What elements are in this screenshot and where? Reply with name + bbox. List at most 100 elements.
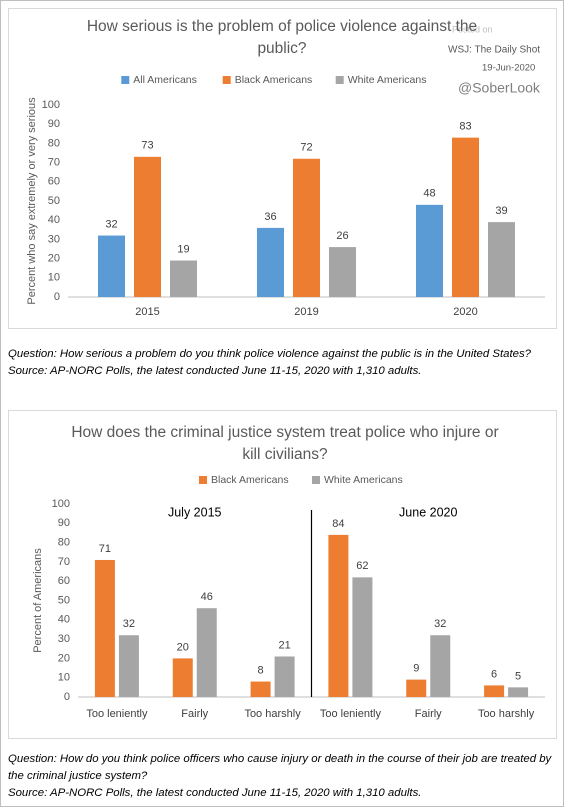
bar	[484, 685, 505, 697]
y-tick-label: 50	[58, 594, 70, 606]
data-label: 20	[177, 641, 189, 653]
bar	[118, 635, 139, 697]
y-tick-label: 80	[58, 537, 70, 549]
legend-label: All Americans	[133, 74, 197, 86]
y-tick-label: 0	[64, 691, 70, 703]
y-tick-label: 60	[58, 575, 70, 587]
bar	[508, 687, 529, 697]
x-tick-label: Too harshly	[478, 708, 535, 720]
data-label: 32	[434, 618, 446, 630]
legend-label: White Americans	[348, 74, 427, 86]
chart-title: How does the criminal justice system tre…	[71, 424, 499, 463]
data-label: 26	[336, 230, 348, 242]
x-tick-label: 2020	[453, 306, 477, 318]
y-tick-label: 40	[58, 614, 70, 626]
y-tick-label: 20	[58, 652, 70, 664]
annotation: @SoberLook	[458, 80, 541, 96]
y-tick-label: 90	[58, 517, 70, 529]
legend-swatch	[199, 476, 207, 484]
legend-label: White Americans	[324, 474, 403, 486]
data-label: 9	[413, 663, 419, 675]
x-tick-label: Too leniently	[320, 708, 382, 720]
chart-frame	[8, 410, 557, 739]
bar	[416, 204, 443, 297]
data-label: 32	[105, 218, 117, 230]
bar	[352, 577, 373, 697]
legend-swatch	[335, 76, 344, 84]
data-label: 39	[495, 205, 507, 217]
legend-label: Black Americans	[235, 74, 313, 86]
y-tick-label: 100	[52, 498, 70, 510]
bar	[452, 137, 479, 297]
legend-swatch	[222, 76, 231, 84]
y-tick-label: 50	[48, 195, 60, 207]
x-tick-label: Too leniently	[86, 708, 148, 720]
chart-title: How serious is the problem of police vio…	[86, 18, 478, 57]
panel-label: July 2015	[168, 505, 222, 519]
bar	[196, 608, 217, 697]
y-tick-label: 100	[42, 99, 60, 111]
y-tick-label: 40	[48, 214, 60, 226]
y-tick-label: 10	[58, 672, 70, 684]
legend-label: Black Americans	[211, 474, 289, 486]
y-tick-label: 30	[58, 633, 70, 645]
panel-label: June 2020	[399, 505, 457, 519]
y-tick-label: 0	[54, 291, 60, 303]
bar	[134, 156, 161, 297]
data-label: 8	[258, 664, 264, 676]
bar	[274, 656, 295, 697]
data-label: 36	[264, 211, 276, 223]
note: Question: How serious a problem do you t…	[8, 348, 532, 360]
data-label: 83	[459, 121, 471, 133]
bar	[328, 534, 349, 697]
x-tick-label: 2015	[135, 306, 159, 318]
note: Source: AP-NORC Polls, the latest conduc…	[8, 365, 422, 377]
bar	[170, 260, 197, 297]
data-label: 46	[201, 591, 213, 603]
bar	[430, 635, 451, 697]
y-axis-label: Percent of Americans	[32, 548, 44, 653]
annotation: WSJ: The Daily Shot	[448, 45, 540, 56]
chart-frame	[8, 8, 557, 329]
y-tick-label: 90	[48, 118, 60, 130]
bar	[329, 247, 356, 297]
y-tick-label: 60	[48, 176, 60, 188]
bar	[94, 559, 115, 697]
y-tick-label: 20	[48, 253, 60, 265]
data-label: 71	[99, 543, 111, 555]
data-label: 72	[300, 142, 312, 154]
x-tick-label: Fairly	[415, 708, 442, 720]
data-label: 62	[356, 560, 368, 572]
data-label: 19	[177, 243, 189, 255]
bar	[172, 658, 193, 697]
data-label: 48	[423, 188, 435, 200]
y-tick-label: 70	[48, 157, 60, 169]
data-label: 21	[278, 639, 290, 651]
y-tick-label: 70	[58, 556, 70, 568]
bar	[250, 681, 271, 697]
y-axis-label: Percent who say extremely or very seriou…	[26, 97, 38, 305]
bar	[98, 235, 125, 297]
y-tick-label: 80	[48, 137, 60, 149]
note: Question: How do you think police office…	[8, 753, 552, 782]
data-label: 6	[491, 668, 497, 680]
data-label: 5	[515, 670, 521, 682]
note: Source: AP-NORC Polls, the latest conduc…	[8, 787, 422, 799]
bar	[406, 679, 427, 697]
x-tick-label: Fairly	[181, 708, 208, 720]
legend-swatch	[312, 476, 320, 484]
data-label: 73	[141, 140, 153, 152]
x-tick-label: 2019	[294, 306, 318, 318]
bar	[257, 227, 284, 297]
y-tick-label: 30	[48, 233, 60, 245]
bar	[488, 222, 515, 297]
data-label: 84	[332, 518, 344, 530]
bar	[293, 158, 320, 297]
annotation: 19-Jun-2020	[482, 63, 535, 74]
annotation: Posted on	[452, 24, 493, 34]
data-label: 32	[123, 618, 135, 630]
legend-swatch	[121, 76, 130, 84]
y-tick-label: 10	[48, 272, 60, 284]
